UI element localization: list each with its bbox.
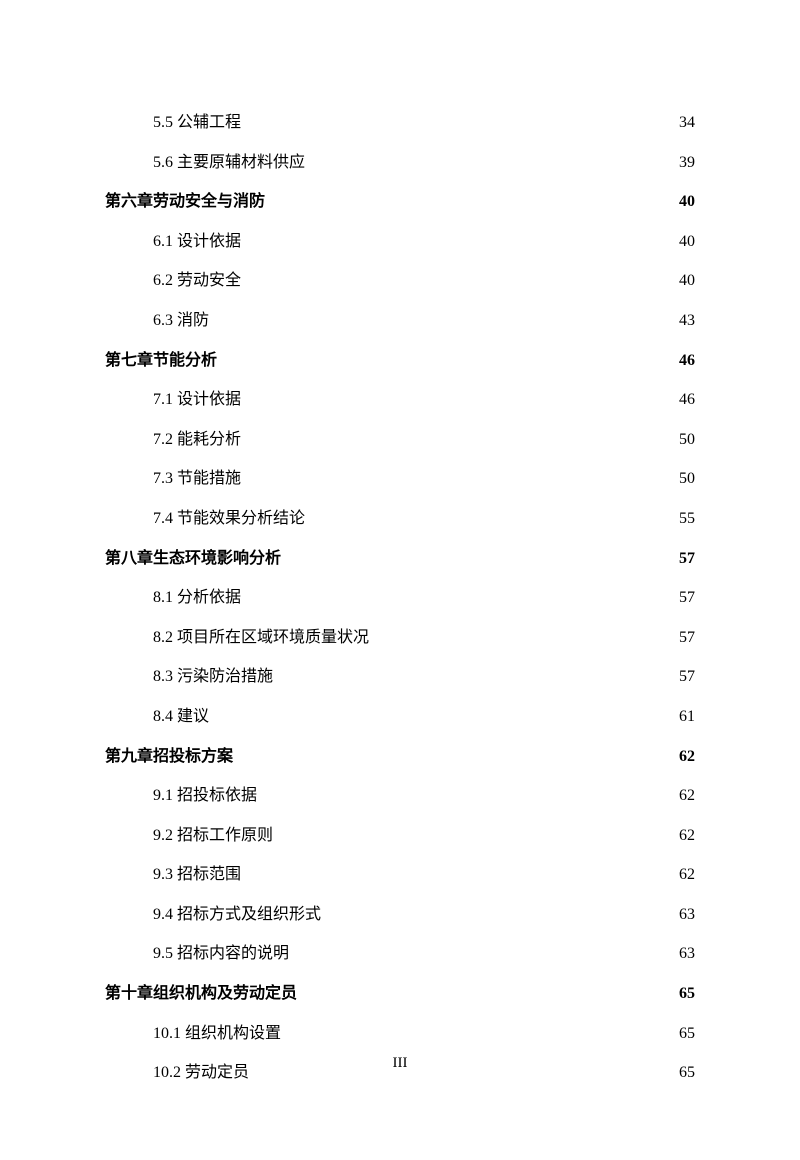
toc-entry-page: 50	[679, 427, 695, 453]
toc-entry: 9.5 招标内容的说明 63	[153, 941, 695, 967]
toc-entry: 6.1 设计依据 40	[153, 229, 695, 255]
toc-entry-title: 5.5 公辅工程	[153, 110, 241, 136]
toc-entry-title: 8.1 分析依据	[153, 585, 241, 611]
toc-entry-title: 7.1 设计依据	[153, 387, 241, 413]
toc-entry-title: 7.3 节能措施	[153, 466, 241, 492]
toc-entry: 8.1 分析依据 57	[153, 585, 695, 611]
toc-entry-page: 62	[679, 744, 695, 770]
toc-entry-title: 8.4 建议	[153, 704, 209, 730]
toc-entry-page: 57	[679, 625, 695, 651]
toc-entry: 9.4 招标方式及组织形式 63	[153, 902, 695, 928]
toc-entry: 6.2 劳动安全 40	[153, 268, 695, 294]
toc-entry-title: 8.3 污染防治措施	[153, 664, 273, 690]
toc-entry-title: 第九章招投标方案	[105, 744, 233, 770]
toc-entry-page: 43	[679, 308, 695, 334]
toc-entry-page: 57	[679, 546, 695, 572]
toc-entry-page: 40	[679, 229, 695, 255]
toc-entry-title: 10.1 组织机构设置	[153, 1021, 281, 1047]
toc-entry-page: 40	[679, 268, 695, 294]
toc-entry-page: 40	[679, 189, 695, 215]
toc-entry-title: 5.6 主要原辅材料供应	[153, 150, 305, 176]
toc-entry: 8.4 建议 61	[153, 704, 695, 730]
toc-entry-page: 57	[679, 664, 695, 690]
toc-entry-page: 61	[679, 704, 695, 730]
toc-entry-page: 63	[679, 902, 695, 928]
toc-entry: 第十章组织机构及劳动定员 65	[105, 981, 695, 1007]
toc-entry-page: 62	[679, 823, 695, 849]
toc-entry-title: 6.3 消防	[153, 308, 209, 334]
toc-entry-title: 第八章生态环境影响分析	[105, 546, 281, 572]
toc-entry-title: 8.2 项目所在区域环境质量状况	[153, 625, 369, 651]
toc-entry-page: 65	[679, 1021, 695, 1047]
toc-entry: 第九章招投标方案 62	[105, 744, 695, 770]
toc-entry: 第八章生态环境影响分析 57	[105, 546, 695, 572]
toc-entry-page: 34	[679, 110, 695, 136]
toc-entry-page: 46	[679, 387, 695, 413]
toc-entry-page: 57	[679, 585, 695, 611]
toc-entry: 8.3 污染防治措施 57	[153, 664, 695, 690]
toc-entry: 9.2 招标工作原则 62	[153, 823, 695, 849]
toc-container: 5.5 公辅工程 345.6 主要原辅材料供应 39第六章劳动安全与消防 406…	[105, 110, 695, 1086]
toc-entry: 5.5 公辅工程 34	[153, 110, 695, 136]
toc-entry: 7.4 节能效果分析结论 55	[153, 506, 695, 532]
toc-entry: 7.3 节能措施 50	[153, 466, 695, 492]
toc-entry-title: 7.4 节能效果分析结论	[153, 506, 305, 532]
toc-entry: 7.1 设计依据 46	[153, 387, 695, 413]
toc-entry-page: 39	[679, 150, 695, 176]
toc-entry-title: 9.3 招标范围	[153, 862, 241, 888]
toc-entry-page: 55	[679, 506, 695, 532]
toc-entry-page: 62	[679, 783, 695, 809]
toc-entry-page: 65	[679, 981, 695, 1007]
toc-entry: 10.1 组织机构设置 65	[153, 1021, 695, 1047]
page-number: III	[0, 1055, 800, 1072]
toc-entry-title: 7.2 能耗分析	[153, 427, 241, 453]
toc-entry-page: 50	[679, 466, 695, 492]
toc-entry-title: 6.1 设计依据	[153, 229, 241, 255]
toc-entry: 9.3 招标范围 62	[153, 862, 695, 888]
toc-entry: 8.2 项目所在区域环境质量状况 57	[153, 625, 695, 651]
toc-page: 5.5 公辅工程 345.6 主要原辅材料供应 39第六章劳动安全与消防 406…	[0, 0, 800, 1160]
toc-entry-title: 9.4 招标方式及组织形式	[153, 902, 321, 928]
toc-entry: 第六章劳动安全与消防 40	[105, 189, 695, 215]
toc-entry: 7.2 能耗分析 50	[153, 427, 695, 453]
toc-entry-page: 62	[679, 862, 695, 888]
toc-entry-title: 9.5 招标内容的说明	[153, 941, 289, 967]
toc-entry: 9.1 招投标依据 62	[153, 783, 695, 809]
toc-entry: 5.6 主要原辅材料供应 39	[153, 150, 695, 176]
toc-entry-title: 第六章劳动安全与消防	[105, 189, 265, 215]
toc-entry-page: 63	[679, 941, 695, 967]
toc-entry-title: 9.1 招投标依据	[153, 783, 257, 809]
toc-entry: 第七章节能分析 46	[105, 348, 695, 374]
toc-entry-title: 第七章节能分析	[105, 348, 217, 374]
toc-entry-page: 46	[679, 348, 695, 374]
toc-entry: 6.3 消防 43	[153, 308, 695, 334]
toc-entry-title: 第十章组织机构及劳动定员	[105, 981, 297, 1007]
toc-entry-title: 9.2 招标工作原则	[153, 823, 273, 849]
toc-entry-title: 6.2 劳动安全	[153, 268, 241, 294]
